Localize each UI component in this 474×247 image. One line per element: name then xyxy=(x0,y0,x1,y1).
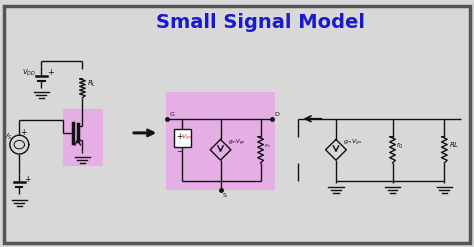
Bar xyxy=(166,92,275,190)
Text: $V_{gs}$: $V_{gs}$ xyxy=(182,132,192,143)
Text: $RL$: $RL$ xyxy=(449,141,459,149)
Text: $+$: $+$ xyxy=(20,127,27,137)
Text: $+$: $+$ xyxy=(24,174,32,184)
Bar xyxy=(174,129,191,147)
Text: Small Signal Model: Small Signal Model xyxy=(156,13,365,32)
Text: $V_S$: $V_S$ xyxy=(3,132,13,142)
Text: D: D xyxy=(274,111,279,117)
Text: G: G xyxy=(169,111,174,117)
Text: $R_L$: $R_L$ xyxy=(87,79,96,89)
Text: $g_m V_{gs}$: $g_m V_{gs}$ xyxy=(343,138,363,148)
Text: $+$: $+$ xyxy=(176,131,183,142)
Text: $V_{DD}$: $V_{DD}$ xyxy=(22,68,36,78)
Text: $r_0$: $r_0$ xyxy=(396,141,404,151)
Bar xyxy=(63,109,103,166)
Text: S: S xyxy=(223,193,227,198)
Text: $+$: $+$ xyxy=(47,67,55,77)
Text: $g_m V_{gs}$: $g_m V_{gs}$ xyxy=(228,138,245,148)
Text: $-$: $-$ xyxy=(176,145,183,154)
Text: $r_o$: $r_o$ xyxy=(264,142,272,150)
